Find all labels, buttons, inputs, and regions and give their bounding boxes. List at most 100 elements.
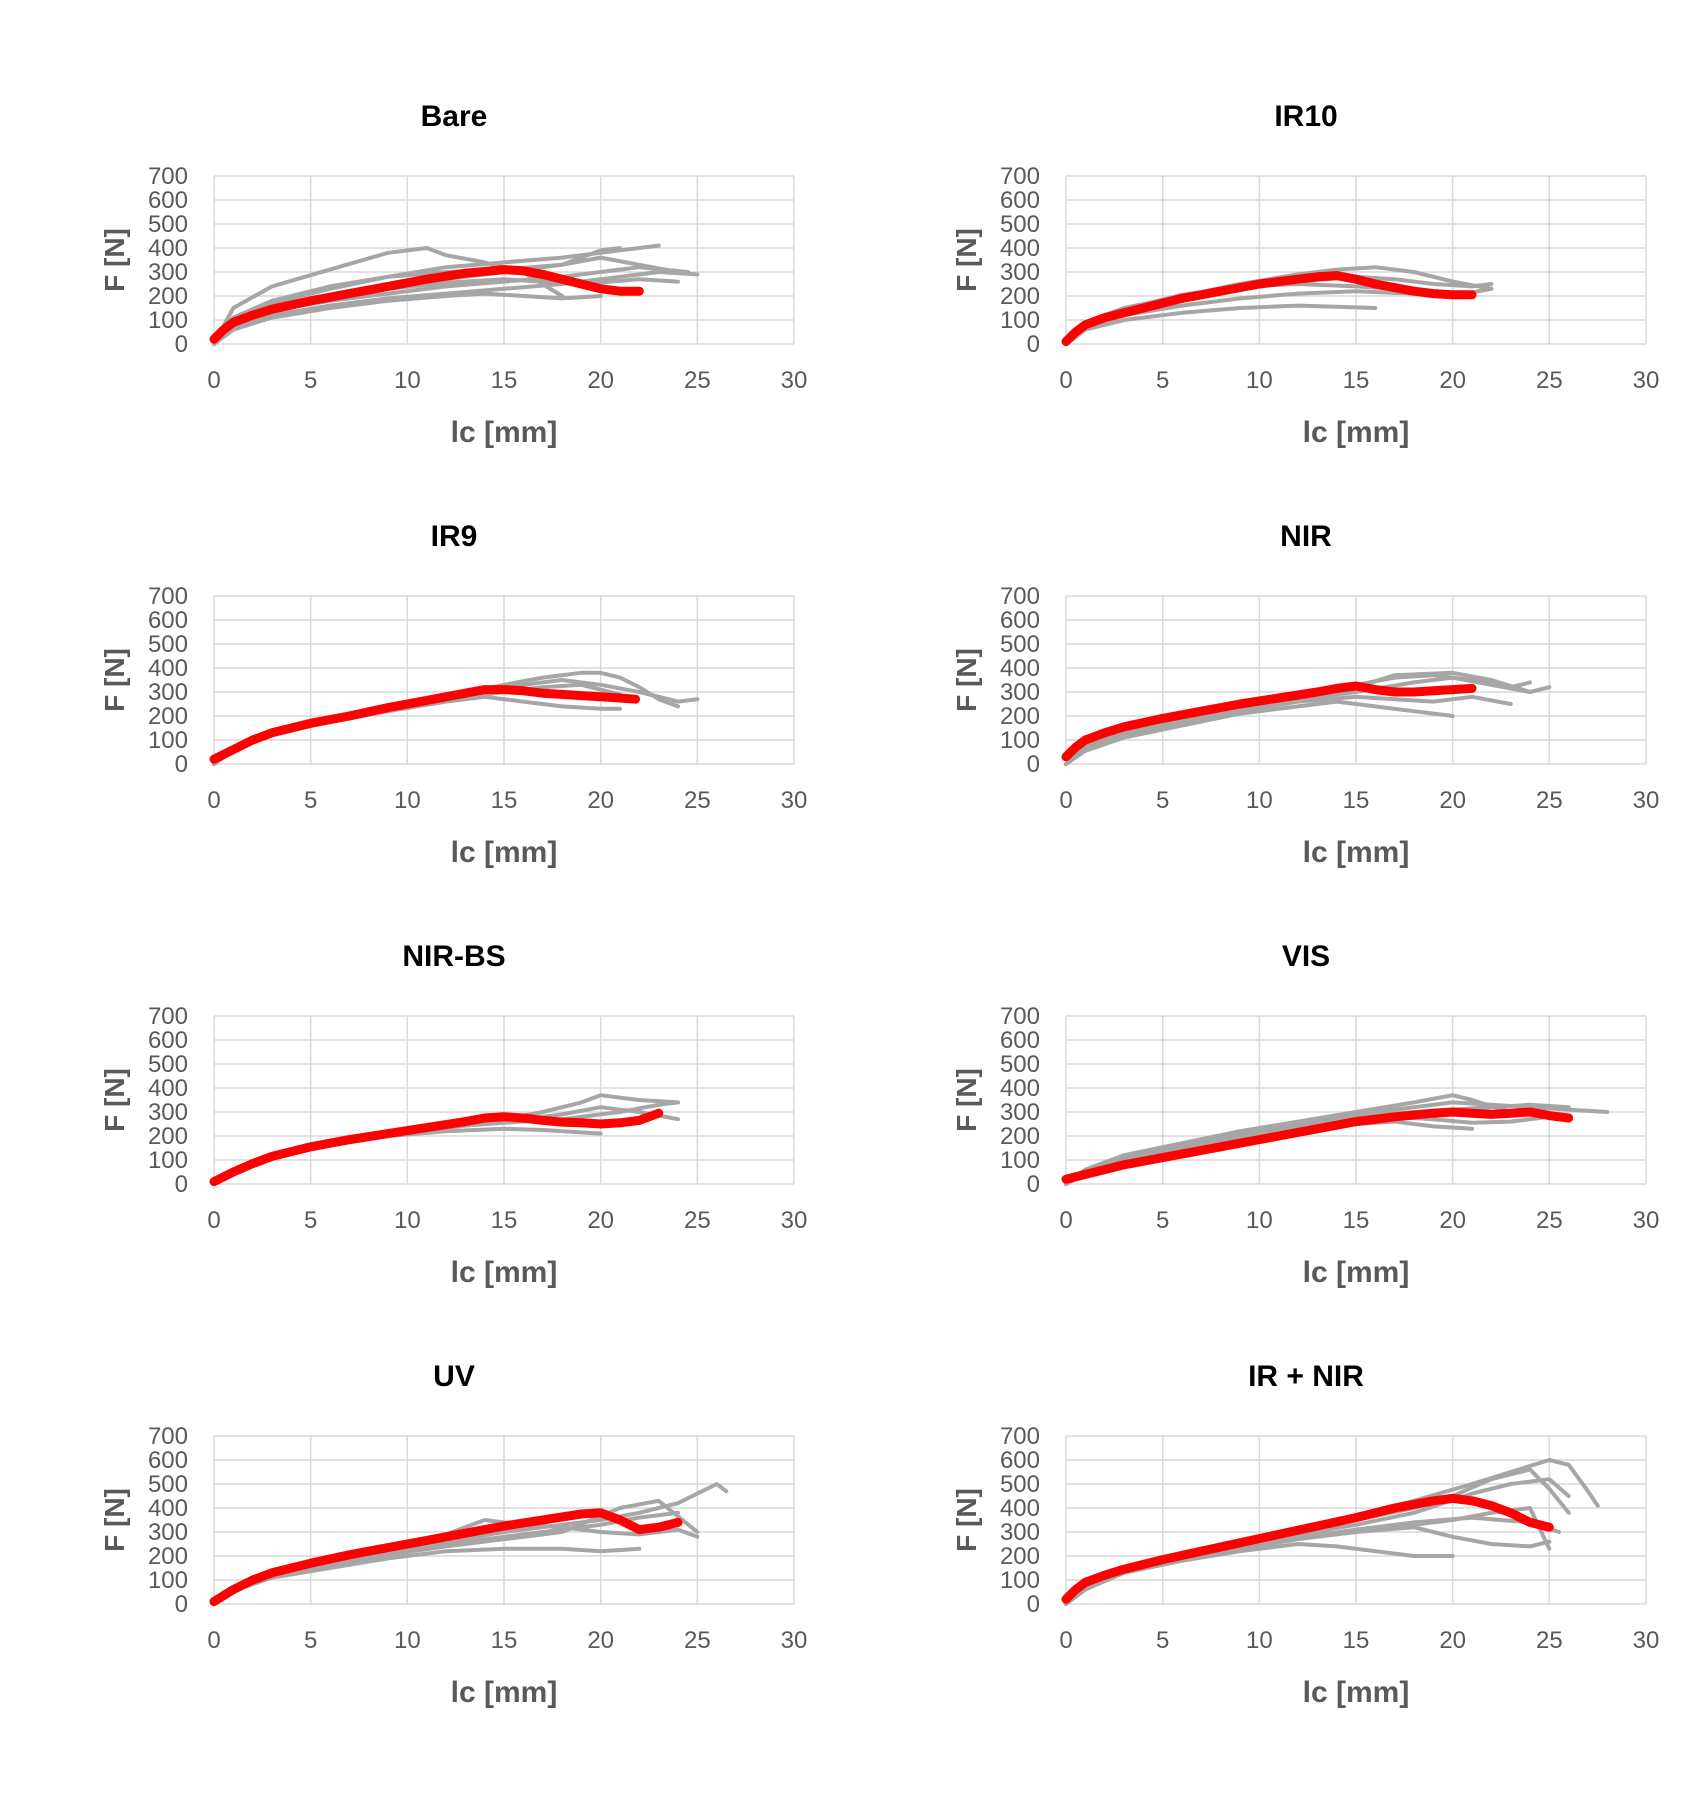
x-tick-label: 15: [491, 1207, 518, 1234]
y-tick-label: 600: [1000, 607, 1040, 634]
y-tick-label: 700: [1000, 163, 1040, 190]
chart-panel-vis: VIS 0 100 200 300 400 500 600 700 0 5 10 15 20 25 30 lc …: [852, 840, 1704, 1289]
x-tick-label: 10: [1246, 1207, 1273, 1234]
x-tick-label: 5: [1156, 1627, 1169, 1654]
x-axis-label: lc [mm]: [1303, 1676, 1410, 1709]
x-tick-label: 5: [304, 367, 317, 394]
x-tick-label: 15: [1343, 367, 1370, 394]
x-tick-label: 10: [394, 367, 421, 394]
x-tick-label: 10: [394, 1627, 421, 1654]
chart-panel-ir9: IR9 0 100 200 300 400 500 600 700 0 5 10 15 20 25 30 lc …: [0, 420, 852, 869]
y-tick-label: 200: [1000, 283, 1040, 310]
sample-series-line-6: [1064, 1477, 1571, 1606]
sample-series-line-4: [212, 1510, 680, 1606]
y-tick-label: 700: [148, 1423, 188, 1450]
chart-title: NIR-BS: [402, 940, 505, 973]
x-tick-label: 5: [1156, 1207, 1169, 1234]
series-group: [1061, 265, 1494, 347]
gridlines: [1065, 1015, 1647, 1185]
chart-panel-uv: UV 0 100 200 300 400 500 600 700 0 5 10 15 20 25 30 lc […: [0, 1260, 852, 1709]
y-tick-label: 400: [148, 655, 188, 682]
x-tick-label: 25: [684, 367, 711, 394]
chart-title: IR10: [1274, 100, 1337, 133]
chart-panel-nir-bs: NIR-BS 0 100 200 300 400 500 600 700 0 5 10 15 20 25 30…: [0, 840, 852, 1289]
x-axis-label: lc [mm]: [451, 1256, 558, 1289]
x-axis-label: lc [mm]: [1303, 836, 1410, 869]
y-tick-label: 400: [148, 1495, 188, 1522]
chart-panel-ir-nir: IR + NIR 0 100 200 300 400 500 600 700 0 5 10 15 20 25…: [852, 1260, 1704, 1709]
y-tick-label: 500: [148, 1051, 188, 1078]
x-tick-label: 20: [587, 1627, 614, 1654]
chart-title: VIS: [1282, 940, 1330, 973]
y-axis-label: F [N]: [951, 1488, 982, 1552]
y-tick-label: 0: [1027, 1591, 1040, 1618]
sample-series-line-5: [212, 270, 700, 346]
x-tick-label: 30: [1633, 367, 1660, 394]
mean-series-line: [1061, 1107, 1574, 1184]
y-tick-label: 300: [1000, 679, 1040, 706]
y-tick-label: 300: [148, 259, 188, 286]
y-tick-label: 600: [1000, 1447, 1040, 1474]
x-tick-label: 30: [781, 787, 808, 814]
y-tick-label: 200: [148, 1543, 188, 1570]
gridlines: [213, 1015, 795, 1185]
x-tick-label: 5: [304, 1207, 317, 1234]
chart-title: IR + NIR: [1248, 1360, 1364, 1393]
y-axis-label: F [N]: [99, 228, 130, 292]
y-axis-label: F [N]: [951, 648, 982, 712]
x-tick-labels: 0 5 10 15 20 25 30: [1059, 367, 1659, 394]
y-tick-label: 700: [1000, 1423, 1040, 1450]
x-tick-label: 25: [684, 1207, 711, 1234]
x-tick-label: 20: [1439, 1207, 1466, 1234]
x-tick-label: 15: [1343, 1207, 1370, 1234]
y-tick-label: 100: [148, 1567, 188, 1594]
y-tick-label: 600: [148, 607, 188, 634]
y-tick-label: 200: [148, 703, 188, 730]
mean-series-line: [209, 1108, 664, 1187]
y-tick-label: 200: [1000, 1123, 1040, 1150]
x-axis-label: lc [mm]: [451, 1676, 558, 1709]
y-tick-label: 0: [175, 751, 188, 778]
y-tick-label: 600: [148, 1447, 188, 1474]
y-tick-label: 700: [148, 163, 188, 190]
x-tick-label: 25: [684, 1627, 711, 1654]
x-tick-labels: 0 5 10 15 20 25 30: [207, 787, 807, 814]
y-tick-label: 500: [148, 1471, 188, 1498]
sample-series-line-4: [1064, 699, 1455, 766]
x-tick-label: 30: [1633, 787, 1660, 814]
x-tick-label: 15: [491, 787, 518, 814]
y-tick-label: 100: [1000, 1567, 1040, 1594]
y-axis-label: F [N]: [99, 648, 130, 712]
x-tick-label: 10: [394, 1207, 421, 1234]
y-tick-label: 0: [175, 1171, 188, 1198]
gridlines: [213, 1435, 795, 1605]
x-tick-labels: 0 5 10 15 20 25 30: [207, 1627, 807, 1654]
x-tick-label: 25: [1536, 1207, 1563, 1234]
y-tick-label: 400: [1000, 235, 1040, 262]
chart-title: NIR: [1280, 520, 1332, 553]
y-tick-label: 200: [148, 1123, 188, 1150]
x-tick-labels: 0 5 10 15 20 25 30: [207, 1207, 807, 1234]
chart-panel-ir10: IR10 0 100 200 300 400 500 600 700 0 5 10 15 20 25 30 lc…: [852, 0, 1704, 449]
y-tick-label: 500: [1000, 1471, 1040, 1498]
y-tick-label: 300: [148, 679, 188, 706]
x-tick-label: 25: [1536, 1627, 1563, 1654]
x-tick-labels: 0 5 10 15 20 25 30: [207, 367, 807, 394]
y-tick-label: 200: [1000, 703, 1040, 730]
y-tick-label: 0: [175, 1591, 188, 1618]
y-tick-label: 500: [1000, 211, 1040, 238]
y-axis-label: F [N]: [99, 1488, 130, 1552]
y-tick-label: 100: [1000, 727, 1040, 754]
